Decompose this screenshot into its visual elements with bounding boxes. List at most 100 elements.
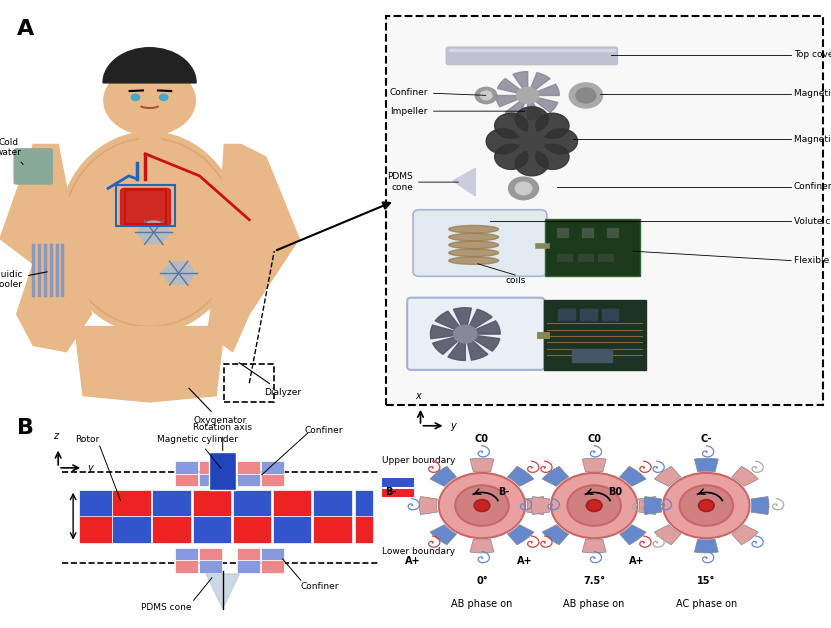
Text: Magnetic cylinder: Magnetic cylinder — [794, 89, 831, 98]
FancyBboxPatch shape — [407, 298, 544, 370]
Wedge shape — [732, 525, 759, 545]
Bar — [79, 490, 112, 543]
Text: C0: C0 — [588, 433, 601, 443]
Circle shape — [517, 87, 538, 104]
Wedge shape — [505, 95, 528, 118]
Circle shape — [139, 221, 169, 244]
Wedge shape — [470, 458, 494, 472]
Circle shape — [568, 485, 621, 526]
Bar — [273, 516, 312, 543]
Wedge shape — [513, 72, 528, 95]
Text: Rotation axis: Rotation axis — [194, 423, 252, 451]
FancyBboxPatch shape — [120, 188, 170, 226]
Bar — [602, 309, 618, 320]
Text: Dialyzer: Dialyzer — [239, 363, 301, 397]
Text: Top cover: Top cover — [794, 50, 831, 59]
Wedge shape — [583, 539, 606, 553]
Circle shape — [160, 94, 168, 100]
Bar — [116, 185, 175, 226]
Bar — [139, 121, 160, 139]
Bar — [199, 560, 222, 573]
Bar — [355, 516, 373, 543]
Text: A+: A+ — [629, 556, 645, 566]
Text: AB phase on: AB phase on — [451, 598, 513, 609]
Wedge shape — [528, 84, 559, 95]
Text: Impeller: Impeller — [391, 107, 525, 116]
Text: Cold
water: Cold water — [0, 138, 23, 165]
Ellipse shape — [449, 257, 499, 264]
Text: x: x — [416, 391, 420, 401]
Ellipse shape — [449, 225, 499, 233]
Wedge shape — [454, 308, 471, 334]
Wedge shape — [532, 497, 549, 514]
Bar — [193, 490, 231, 516]
Circle shape — [587, 500, 602, 511]
Wedge shape — [583, 458, 606, 472]
Circle shape — [480, 91, 492, 100]
Circle shape — [536, 113, 569, 138]
Bar — [261, 461, 284, 474]
Bar — [261, 548, 284, 560]
Polygon shape — [453, 168, 475, 196]
Bar — [449, 49, 615, 51]
Text: PDMS cone: PDMS cone — [141, 603, 191, 612]
Wedge shape — [542, 525, 568, 545]
Circle shape — [551, 473, 637, 538]
Text: A: A — [17, 19, 34, 39]
Wedge shape — [654, 525, 681, 545]
Bar — [580, 309, 597, 320]
Wedge shape — [465, 334, 488, 360]
Text: coils: coils — [505, 276, 525, 285]
Bar — [199, 548, 222, 560]
Circle shape — [475, 87, 497, 104]
Circle shape — [439, 473, 525, 538]
Bar — [175, 474, 198, 486]
Bar — [237, 461, 260, 474]
Text: C-: C- — [701, 433, 712, 443]
Wedge shape — [527, 497, 544, 514]
Ellipse shape — [449, 241, 499, 249]
Circle shape — [104, 66, 195, 135]
Circle shape — [699, 500, 714, 511]
Text: Confiner: Confiner — [390, 88, 486, 97]
FancyBboxPatch shape — [544, 300, 646, 370]
Text: Lower boundary: Lower boundary — [382, 547, 455, 556]
Wedge shape — [420, 497, 437, 514]
Wedge shape — [430, 466, 456, 486]
Wedge shape — [695, 458, 718, 472]
Wedge shape — [430, 525, 456, 545]
Wedge shape — [528, 95, 558, 112]
Wedge shape — [465, 334, 499, 351]
Circle shape — [515, 107, 548, 132]
Bar — [152, 516, 191, 543]
Bar — [598, 254, 613, 261]
Bar — [152, 490, 191, 516]
Circle shape — [515, 182, 532, 195]
Wedge shape — [620, 525, 647, 545]
Bar — [237, 548, 260, 560]
Text: A+: A+ — [405, 556, 420, 566]
Text: A+: A+ — [517, 556, 533, 566]
Bar — [233, 490, 271, 516]
Bar — [79, 516, 112, 543]
Text: Magnetic cylinder: Magnetic cylinder — [157, 435, 238, 468]
Circle shape — [494, 113, 528, 138]
Circle shape — [663, 473, 750, 538]
Bar — [233, 516, 271, 543]
Circle shape — [536, 144, 569, 170]
Wedge shape — [433, 334, 465, 354]
FancyBboxPatch shape — [413, 210, 547, 276]
Polygon shape — [206, 574, 239, 609]
Wedge shape — [103, 48, 196, 83]
Wedge shape — [498, 78, 528, 95]
FancyBboxPatch shape — [446, 47, 617, 65]
Wedge shape — [448, 334, 465, 360]
Bar — [273, 490, 312, 516]
Text: B-: B- — [386, 487, 397, 497]
Ellipse shape — [58, 132, 241, 333]
Bar — [237, 560, 260, 573]
Text: 0°: 0° — [476, 576, 488, 586]
Ellipse shape — [449, 234, 499, 241]
Circle shape — [486, 129, 519, 154]
Text: Flexible PCB circuit: Flexible PCB circuit — [794, 256, 831, 265]
